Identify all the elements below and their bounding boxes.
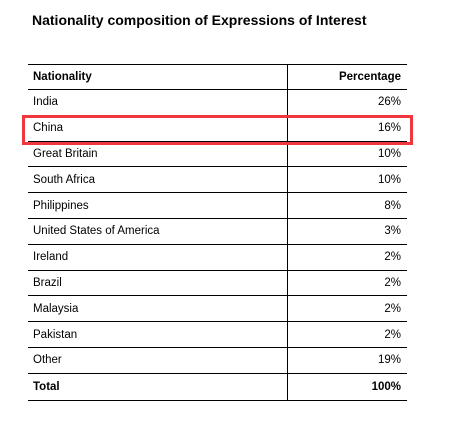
- table-row: India 26%: [28, 90, 407, 116]
- row-percentage: 2%: [384, 251, 401, 264]
- column-divider: [287, 193, 288, 218]
- row-percentage: 8%: [384, 199, 401, 212]
- column-divider: [287, 115, 288, 141]
- table-row: Philippines 8%: [28, 193, 407, 219]
- column-divider: [287, 270, 288, 296]
- total-percentage: 100%: [371, 380, 401, 393]
- table-row: Malaysia 2%: [28, 296, 407, 323]
- column-divider: [287, 244, 288, 270]
- row-nationality: Philippines: [33, 199, 89, 212]
- header-nationality: Nationality: [33, 71, 92, 83]
- row-percentage: 10%: [377, 147, 401, 160]
- column-divider: [287, 347, 288, 373]
- table-row: Brazil 2%: [28, 270, 407, 297]
- table-header-row: Nationality Percentage: [28, 64, 407, 90]
- table-row: Pakistan 2%: [28, 322, 407, 348]
- row-percentage: 2%: [384, 328, 401, 341]
- row-nationality: Great Britain: [33, 147, 98, 160]
- table-row: Ireland 2%: [28, 244, 407, 271]
- column-divider: [287, 90, 288, 115]
- row-percentage: 16%: [377, 122, 401, 135]
- row-percentage: 26%: [377, 96, 401, 109]
- row-percentage: 3%: [384, 225, 401, 238]
- row-nationality: South Africa: [33, 173, 96, 186]
- table-row: United States of America 3%: [28, 218, 407, 245]
- row-nationality: Other: [33, 354, 62, 367]
- row-nationality: United States of America: [33, 225, 160, 238]
- row-nationality: China: [33, 122, 64, 135]
- table-row: China 16%: [28, 115, 407, 142]
- column-divider: [287, 167, 288, 193]
- row-percentage: 10%: [377, 173, 401, 186]
- table-row: Great Britain 10%: [28, 141, 407, 168]
- row-percentage: 2%: [384, 276, 401, 289]
- column-divider: [287, 65, 288, 89]
- table-total-row: Total 100%: [28, 373, 407, 400]
- table-row: Other 19%: [28, 347, 407, 374]
- column-divider: [287, 373, 288, 400]
- row-nationality: India: [33, 96, 58, 109]
- column-divider: [287, 322, 288, 347]
- table-row: South Africa 10%: [28, 167, 407, 194]
- row-nationality: Ireland: [33, 251, 69, 264]
- header-percentage: Percentage: [338, 71, 401, 83]
- column-divider: [287, 296, 288, 322]
- row-percentage: 19%: [377, 354, 401, 367]
- row-nationality: Malaysia: [33, 302, 79, 315]
- row-nationality: Brazil: [33, 276, 62, 289]
- row-nationality: Pakistan: [33, 328, 78, 341]
- table-title: Nationality composition of Expressions o…: [32, 12, 367, 28]
- column-divider: [287, 218, 288, 244]
- total-label: Total: [33, 380, 60, 393]
- column-divider: [287, 141, 288, 167]
- row-percentage: 2%: [384, 302, 401, 315]
- nationality-table: Nationality Percentage India 26% China 1…: [28, 64, 407, 401]
